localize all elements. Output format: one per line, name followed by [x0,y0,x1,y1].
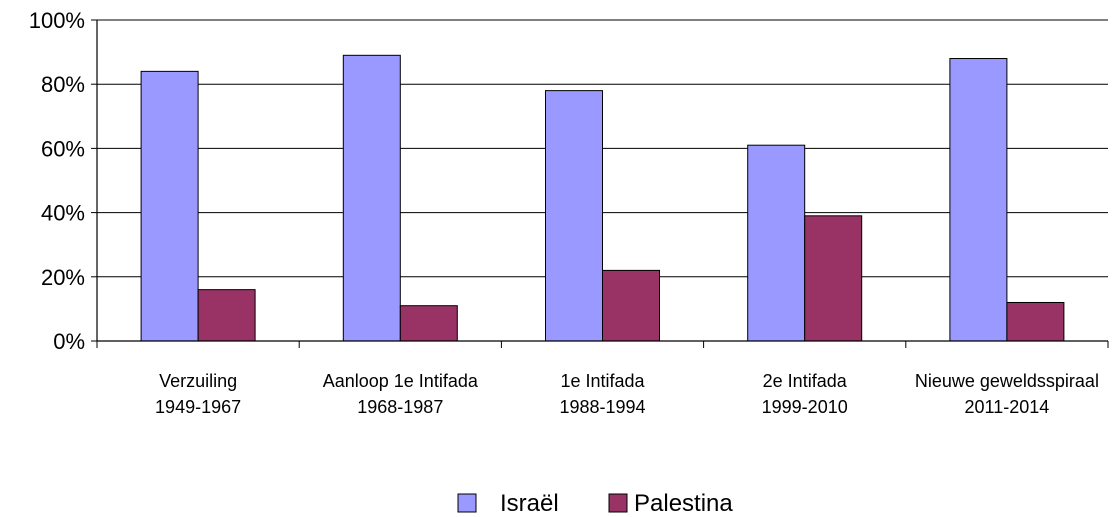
bar-israel [140,70,199,342]
legend-swatch [608,493,628,513]
bar-israel [545,90,603,342]
bar-palestina [804,215,863,342]
y-tick-label: 20% [41,265,85,290]
legend-label: Israël [500,490,559,517]
legend-label: Palestina [634,490,733,517]
bar-palestina [399,305,458,342]
x-category-label: Aanloop 1e Intifada [323,371,479,391]
axes [91,19,1109,348]
x-category-label: 1968-1987 [357,397,443,417]
legend-swatch [457,493,477,513]
bar-palestina [602,269,660,342]
bar-palestina [197,289,256,342]
legend: Israël Palestina [457,490,733,517]
x-category-label: 1988-1994 [559,397,645,417]
x-category-label: 1949-1967 [155,397,241,417]
x-category-label: 2011-2014 [965,397,1050,417]
y-axis-tick-labels: 0% 20% 40% 60% 80% 100% [29,8,85,354]
bar-israel [949,58,1008,342]
y-tick-label: 100% [29,8,85,33]
x-category-label: 1999-2010 [762,397,848,417]
bar-israel [747,144,806,342]
bars [140,54,1065,342]
y-tick-label: 0% [53,329,85,354]
y-tick-label: 80% [41,72,85,97]
x-category-label: Verzuiling [159,371,237,391]
y-tick-label: 60% [41,136,85,161]
x-category-label: 2e Intifada [763,371,848,391]
x-category-label: 1e Intifada [560,371,645,391]
x-category-label: Nieuwe geweldsspiraal [915,371,1099,391]
x-axis-category-labels: Verzuiling 1949-1967 Aanloop 1e Intifada 19… [155,371,1099,417]
y-tick-label: 40% [41,201,85,226]
bar-palestina [1006,301,1065,342]
bar-israel [342,54,401,342]
